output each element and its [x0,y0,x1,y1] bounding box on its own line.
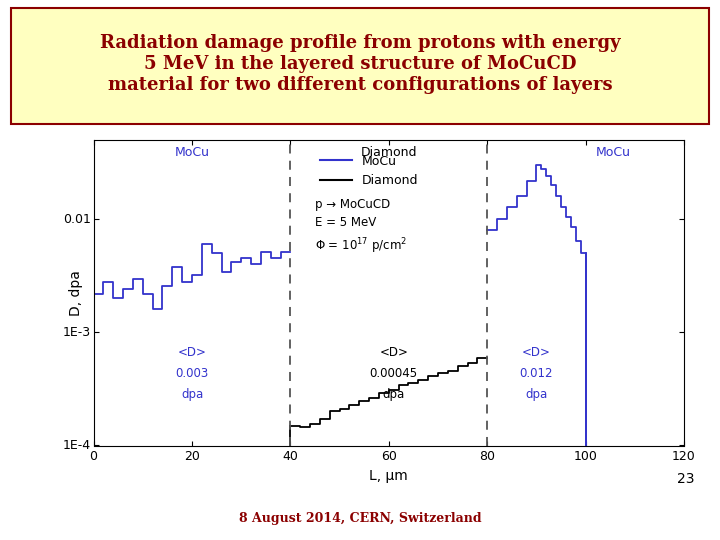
Text: 0.00045: 0.00045 [369,367,418,380]
Text: <D>: <D> [522,346,551,359]
Text: MoCu: MoCu [174,146,210,159]
Text: 23: 23 [678,472,695,486]
Text: 0.012: 0.012 [520,367,553,380]
Text: dpa: dpa [382,388,405,401]
X-axis label: L, μm: L, μm [369,469,408,483]
Text: Radiation damage profile from protons with energy
5 MeV in the layered structure: Radiation damage profile from protons wi… [99,34,621,93]
Text: dpa: dpa [526,388,547,401]
Text: <D>: <D> [178,346,207,359]
Text: dpa: dpa [181,388,203,401]
Text: 0.003: 0.003 [176,367,209,380]
FancyBboxPatch shape [11,8,709,124]
Text: <D>: <D> [379,346,408,359]
Text: 8 August 2014, CERN, Switzerland: 8 August 2014, CERN, Switzerland [239,512,481,525]
Text: 1E-3: 1E-3 [63,326,91,339]
Text: p → MoCuCD
E = 5 MeV
Φ = 10$^{17}$ p/cm$^2$: p → MoCuCD E = 5 MeV Φ = 10$^{17}$ p/cm$… [315,198,407,256]
Text: MoCu: MoCu [595,146,631,159]
Text: 0.01: 0.01 [63,213,91,226]
Y-axis label: D, dpa: D, dpa [69,270,84,316]
Legend: MoCu, Diamond: MoCu, Diamond [315,150,423,192]
Text: Diamond: Diamond [361,146,417,159]
Text: 1E-4: 1E-4 [63,439,91,452]
